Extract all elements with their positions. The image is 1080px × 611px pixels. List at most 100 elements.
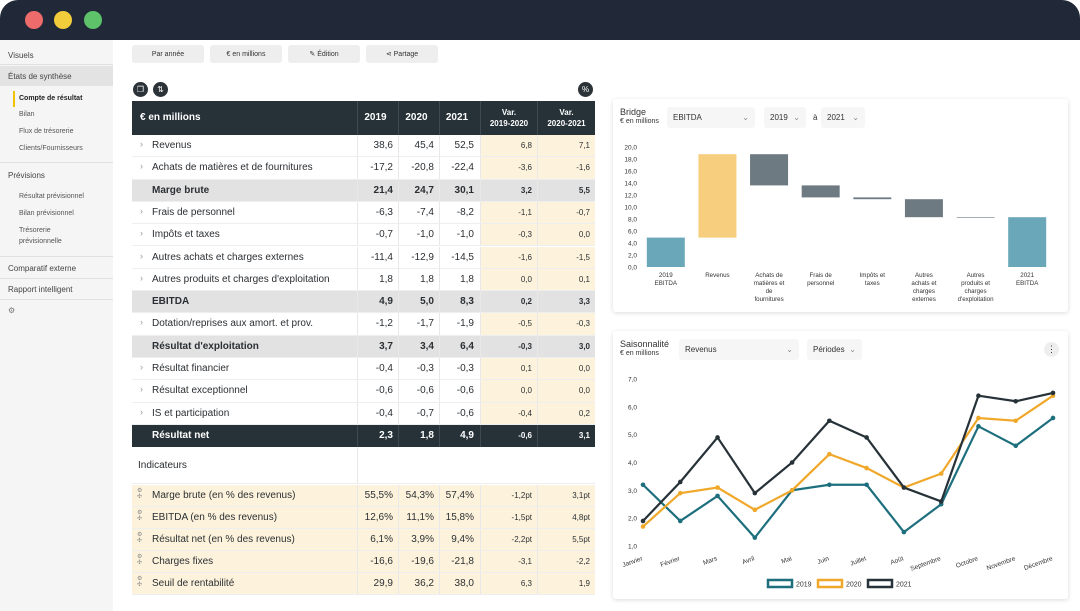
season-period-dropdown[interactable]: Périodes ⌄ bbox=[807, 339, 862, 360]
table-row[interactable]: › Résultat financier -0,4 -0,3 -0,3 0,1 0,0 bbox=[132, 358, 595, 381]
bridge-from-dropdown[interactable]: 2019 ⌄ bbox=[764, 107, 806, 128]
share-button[interactable]: ⋖ Partage bbox=[366, 45, 438, 63]
table-row[interactable]: › Dotation/reprises aux amort. et prov. -1… bbox=[132, 313, 595, 336]
sidebar-item-rapport[interactable]: Rapport intelligent bbox=[8, 285, 73, 294]
settings-icon[interactable]: ⚙ ✣ bbox=[137, 488, 143, 501]
sidebar-item-compte[interactable]: Compte de résultat bbox=[19, 95, 83, 102]
copy-icon[interactable]: ❐ bbox=[133, 82, 148, 97]
settings-icon[interactable]: ⚙ ✣ bbox=[137, 554, 143, 567]
sidebar-item-tresorerie-previsionnelle-2[interactable]: prévisionnelle bbox=[19, 238, 62, 245]
table-row[interactable]: Marge brute 21,4 24,7 30,1 3,2 5,5 bbox=[132, 179, 595, 202]
cell-value: -2,2pt bbox=[511, 535, 532, 545]
header-2021[interactable]: 2021 bbox=[445, 112, 469, 123]
indicator-row[interactable]: ⚙ ✣ EBITDA (en % des revenus) 12,6% 11,1% 15,… bbox=[132, 507, 595, 530]
header-2019[interactable]: 2019 bbox=[364, 112, 387, 123]
legend-label[interactable]: 2021 bbox=[896, 582, 912, 589]
gear-icon[interactable]: ⚙ bbox=[8, 306, 16, 315]
column-divider bbox=[537, 507, 538, 529]
in-millions-button[interactable]: € en millions bbox=[210, 45, 282, 63]
indicator-row[interactable]: ⚙ ✣ Marge brute (en % des revenus) 55,5% 54,… bbox=[132, 485, 595, 508]
x-tick-label: EBITDA bbox=[1016, 280, 1039, 287]
table-row[interactable]: Résultat d'exploitation 3,7 3,4 6,4 -0,3 3,0 bbox=[132, 335, 595, 358]
table-row[interactable]: › IS et participation -0,4 -0,7 -0,6 -0,4 0,2 bbox=[132, 402, 595, 425]
column-divider bbox=[398, 507, 399, 529]
sidebar: Visuels États de synthèse Compte de résu… bbox=[0, 40, 113, 611]
bridge-title: Bridge bbox=[620, 107, 647, 117]
column-divider bbox=[439, 485, 440, 507]
chevron-right-icon[interactable]: › bbox=[140, 250, 143, 261]
series-point bbox=[938, 499, 944, 504]
share-label: Partage bbox=[393, 50, 419, 58]
sidebar-item-etats[interactable]: États de synthèse bbox=[8, 72, 72, 81]
sidebar-item-flux[interactable]: Flux de trésorerie bbox=[19, 128, 74, 135]
x-tick-label: achats et bbox=[911, 280, 936, 287]
by-year-button[interactable]: Par année bbox=[132, 45, 204, 63]
column-divider bbox=[357, 573, 358, 595]
table-row[interactable]: › Autres achats et charges externes -11,4 -… bbox=[132, 246, 595, 269]
legend-label[interactable]: 2019 bbox=[796, 582, 812, 589]
table-row[interactable]: › Frais de personnel -6,3 -7,4 -8,2 -1,1 -0,7 bbox=[132, 201, 595, 225]
sidebar-item-previsions[interactable]: Prévisions bbox=[8, 171, 45, 180]
settings-icon[interactable]: ⚙ ✣ bbox=[137, 510, 143, 523]
table-row[interactable]: › Autres produits et charges d'exploitati… bbox=[132, 268, 595, 292]
table-row[interactable]: EBITDA 4,9 5,0 8,3 0,2 3,3 bbox=[132, 291, 595, 314]
header-var-2019-2020[interactable]: Var. 2019-2020 bbox=[481, 107, 537, 129]
bridge-to-dropdown[interactable]: 2021 ⌄ bbox=[821, 107, 865, 128]
divider bbox=[0, 64, 113, 65]
table-row[interactable]: › Revenus 38,6 45,4 52,5 6,8 7,1 bbox=[132, 135, 595, 158]
row-label: Autres produits et charges d'exploitatio… bbox=[152, 273, 330, 285]
header-var-2020-2021[interactable]: Var. 2020-2021 bbox=[538, 107, 595, 129]
chevron-right-icon[interactable]: › bbox=[140, 161, 143, 172]
legend-swatch[interactable] bbox=[866, 578, 894, 589]
chevron-right-icon[interactable]: › bbox=[140, 228, 143, 239]
series-point bbox=[901, 529, 907, 535]
edition-button[interactable]: ✎ Édition bbox=[288, 45, 360, 63]
chevron-right-icon[interactable]: › bbox=[140, 362, 143, 372]
column-divider bbox=[398, 291, 399, 313]
season-metric-dropdown[interactable]: Revenus ⌄ bbox=[679, 339, 799, 360]
table-row[interactable]: Résultat net 2,3 1,8 4,9 -0,6 3,1 bbox=[132, 424, 595, 448]
chevron-right-icon[interactable]: › bbox=[140, 205, 143, 216]
cell-value: -19,6 bbox=[411, 556, 434, 568]
indicator-row[interactable]: ⚙ ✣ Résultat net (en % des revenus) 6,1% 3,9… bbox=[132, 529, 595, 552]
sort-icon[interactable]: ⇅ bbox=[153, 82, 168, 97]
settings-icon[interactable]: ⚙ ✣ bbox=[137, 532, 143, 545]
chevron-right-icon[interactable]: › bbox=[140, 384, 143, 395]
bridge-metric-dropdown[interactable]: EBITDA ⌄ bbox=[667, 107, 755, 128]
column-divider bbox=[439, 313, 440, 335]
chevron-right-icon[interactable]: › bbox=[140, 317, 143, 328]
header-2020[interactable]: 2020 bbox=[405, 112, 428, 123]
sidebar-item-visuels[interactable]: Visuels bbox=[8, 51, 34, 60]
chevron-right-icon[interactable]: › bbox=[140, 139, 143, 149]
sidebar-item-bilan-previsionnel[interactable]: Bilan prévisionnel bbox=[19, 210, 74, 217]
minimize-window-button[interactable] bbox=[54, 11, 72, 29]
sidebar-item-comparatif[interactable]: Comparatif externe bbox=[8, 264, 77, 273]
cell-value: 6,4 bbox=[460, 340, 474, 352]
cell-value: 3,1pt bbox=[572, 491, 590, 501]
chevron-down-icon: ⌄ bbox=[742, 113, 749, 122]
legend-swatch[interactable] bbox=[816, 578, 844, 589]
table-row[interactable]: › Impôts et taxes -0,7 -1,0 -1,0 -0,3 0,0 bbox=[132, 224, 595, 247]
percent-icon[interactable]: % bbox=[578, 82, 593, 97]
sidebar-item-resultat-previsionnel[interactable]: Résultat prévisionnel bbox=[19, 193, 84, 200]
close-window-button[interactable] bbox=[25, 11, 43, 29]
settings-icon[interactable]: ⚙ ✣ bbox=[137, 576, 143, 589]
column-divider bbox=[357, 551, 358, 573]
column-divider bbox=[480, 380, 481, 402]
table-row[interactable]: › Résultat exceptionnel -0,6 -0,6 -0,6 0,0 0,0 bbox=[132, 380, 595, 403]
table-row[interactable]: › Achats de matières et de fournitures -17… bbox=[132, 157, 595, 180]
legend-label[interactable]: 2020 bbox=[846, 582, 862, 589]
legend-swatch[interactable] bbox=[766, 578, 794, 589]
more-options-icon[interactable]: ⋮ bbox=[1044, 342, 1059, 357]
indicator-row[interactable]: ⚙ ✣ Charges fixes -16,6 -19,6 -21,8 -3,1 -2,2 bbox=[132, 551, 595, 574]
chevron-right-icon[interactable]: › bbox=[140, 406, 143, 417]
cell-value: 5,5pt bbox=[572, 535, 590, 545]
sidebar-item-tresorerie-previsionnelle-1[interactable]: Trésorerie bbox=[19, 227, 51, 234]
chevron-right-icon[interactable]: › bbox=[140, 272, 143, 283]
series-point bbox=[976, 424, 981, 429]
cell-value: 45,4 bbox=[414, 140, 434, 151]
indicator-row[interactable]: ⚙ ✣ Seuil de rentabilité 29,9 36,2 38,0 6,3 1,9 bbox=[132, 573, 595, 596]
maximize-window-button[interactable] bbox=[84, 11, 102, 29]
sidebar-item-bilan[interactable]: Bilan bbox=[19, 111, 35, 118]
sidebar-item-clients[interactable]: Clients/Fournisseurs bbox=[19, 145, 83, 152]
